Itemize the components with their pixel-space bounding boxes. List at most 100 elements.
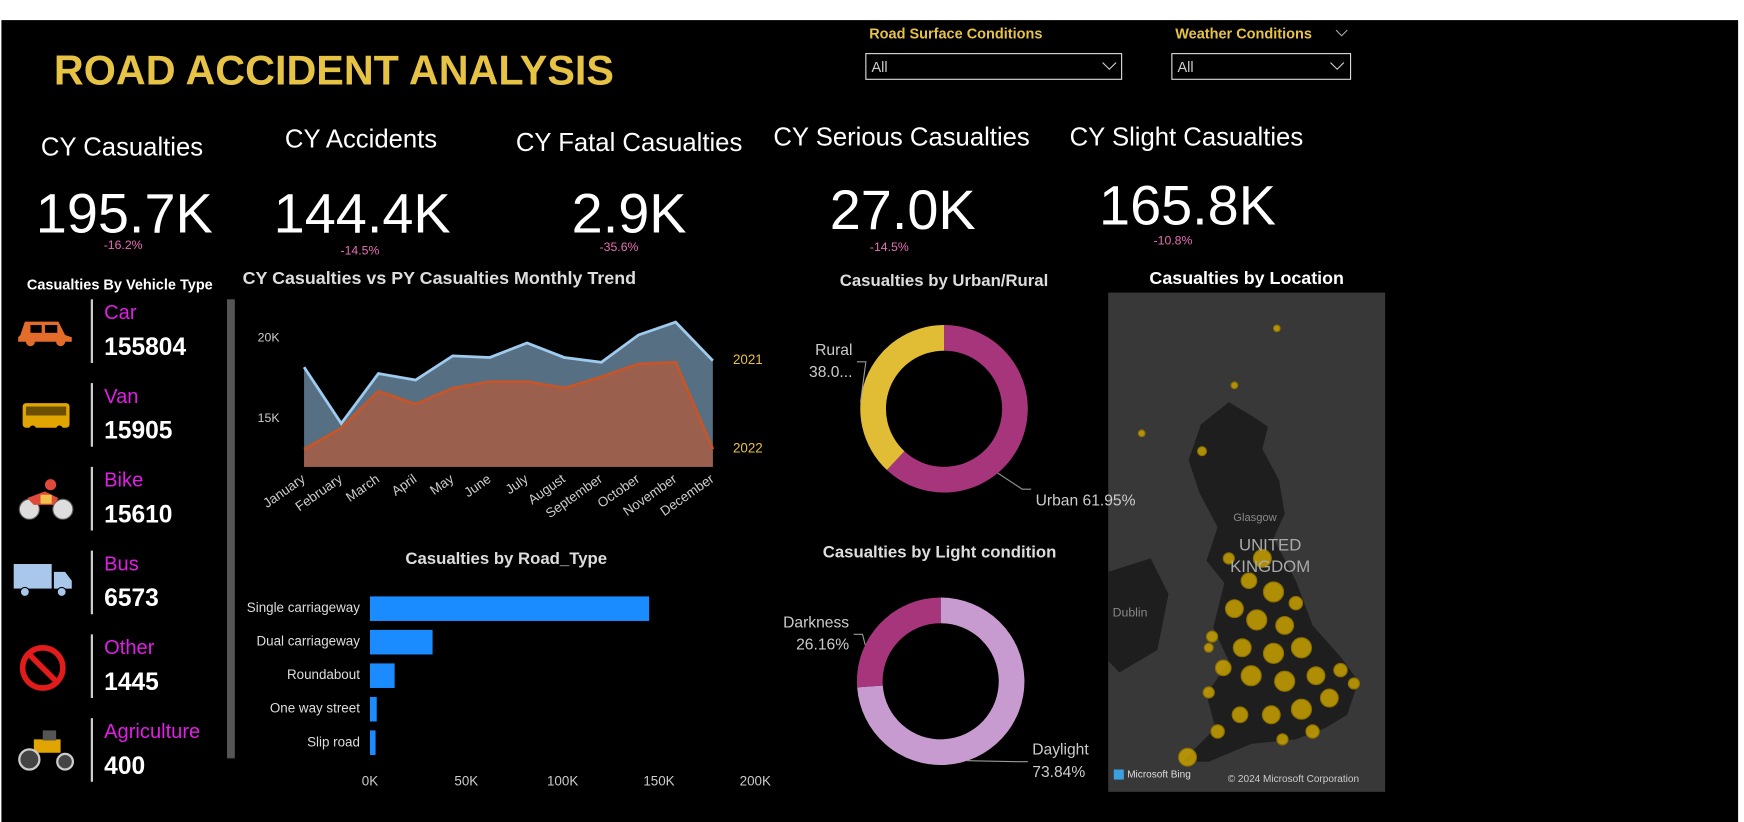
y-tick-label: Single carriageway: [247, 600, 360, 615]
leader-line: [853, 633, 866, 646]
donut-segment: [886, 325, 1028, 493]
vehicle-name: Bike: [104, 470, 143, 492]
donut-segment: [860, 325, 945, 471]
data-label: Rural: [815, 342, 852, 359]
scrollbar[interactable]: [227, 299, 235, 759]
panel-title: Casualties By Vehicle Type: [27, 278, 213, 294]
leader-line: [997, 472, 1032, 490]
map-bubbles: [1137, 324, 1361, 767]
chart-title: Casualties by Urban/Rural: [840, 271, 1049, 290]
x-tick-label: 0K: [362, 773, 378, 788]
kpi-change: -16.2%: [104, 238, 143, 252]
kpi-value: 2.9K: [572, 182, 687, 245]
bar: [369, 629, 433, 655]
vehicle-name: Bus: [104, 553, 139, 575]
title: ROAD ACCIDENT ANALYSIS: [54, 48, 614, 94]
tractor-icon: [18, 730, 75, 771]
kpi-label: CY Slight Casualties: [1070, 123, 1304, 151]
vehicle-value: 15610: [104, 501, 172, 528]
map: Casualties by Location UNITED KINGDOM Gl…: [1108, 268, 1386, 792]
map-land: [1108, 558, 1169, 673]
bus-icon: [22, 403, 70, 433]
x-tick-label: 200K: [740, 773, 771, 788]
vehicle-value: 400: [104, 753, 145, 780]
filter-dropdown[interactable]: [1171, 53, 1352, 80]
bar: [369, 696, 377, 722]
bar: [369, 663, 395, 688]
no-entry-icon: [19, 644, 66, 691]
filter-label: Weather Conditions: [1175, 26, 1312, 42]
filter-dropdown[interactable]: [865, 53, 1123, 80]
car-icon: [18, 321, 72, 347]
y-tick-label: 20K: [258, 330, 281, 344]
data-label: Daylight: [1032, 742, 1089, 759]
y-tick-label: 15K: [258, 411, 281, 425]
map-title: Casualties by Location: [1149, 268, 1344, 288]
kpi-value: 165.8K: [1099, 174, 1276, 237]
vehicle-name: Agriculture: [104, 721, 200, 743]
kpi-label: CY Casualties: [41, 133, 203, 161]
area-fill: [304, 362, 713, 467]
donut-segment: [857, 597, 1025, 766]
series-label: 2021: [733, 352, 763, 367]
filter-label: Road Surface Conditions: [869, 26, 1042, 42]
vehicle-value: 6573: [104, 585, 159, 612]
map-attribution: Microsoft Bing: [1127, 770, 1191, 781]
kpi-change: -14.5%: [870, 240, 909, 254]
data-label: 26.16%: [796, 637, 849, 654]
kpi-label: CY Accidents: [285, 126, 437, 154]
series-line: [303, 360, 715, 451]
vehicle-value: 15905: [104, 418, 172, 445]
kpi-label: CY Serious Casualties: [773, 123, 1029, 151]
donut-segment: [856, 597, 941, 688]
map-attribution: © 2024 Microsoft Corporation: [1228, 774, 1359, 785]
map-label: UNITED: [1239, 536, 1301, 555]
kpi-change: -10.8%: [1154, 233, 1193, 247]
kpi-value: 144.4K: [274, 182, 451, 245]
chart-title: CY Casualties vs PY Casualties Monthly T…: [243, 268, 636, 288]
series-label: 2022: [733, 441, 763, 456]
vehicle-value: 1445: [104, 669, 159, 696]
data-label: Darkness: [783, 614, 849, 631]
bar: [369, 730, 376, 755]
map-label: Dublin: [1113, 605, 1148, 619]
leader-line: [967, 760, 1028, 763]
chevron[interactable]: [1330, 62, 1345, 71]
kpi-label: CY Fatal Casualties: [516, 129, 742, 157]
x-tick-label: 100K: [547, 773, 578, 788]
kpi-value: 195.7K: [36, 182, 213, 245]
kpi-change: -35.6%: [600, 240, 639, 254]
vehicle-panel: Casualties By Vehicle Type Car 155804 Van 1…: [13, 278, 235, 782]
chart-title: Casualties by Light condition: [823, 542, 1057, 561]
vehicle-name: Van: [104, 386, 138, 408]
y-tick-label: Dual carriageway: [256, 634, 360, 649]
bar: [369, 596, 650, 621]
kpi-change: -14.5%: [340, 244, 379, 258]
filter-value[interactable]: All: [871, 60, 887, 76]
truck-icon: [13, 564, 72, 597]
vehicle-value: 155804: [104, 334, 186, 361]
vehicle-name: Other: [104, 637, 155, 659]
filter-value[interactable]: All: [1177, 60, 1193, 76]
data-label: Urban: [1036, 493, 1079, 510]
map-label: KINGDOM: [1230, 557, 1310, 576]
kpi-row: CY Casualties 195.7K-16.2% CY Accidents 144…: [36, 123, 1303, 257]
y-tick-label: One way street: [270, 701, 360, 716]
x-tick-label: 150K: [643, 773, 674, 788]
data-label: 61.95%: [1083, 493, 1136, 510]
y-tick-label: Slip road: [307, 734, 360, 749]
bing-logo: [1113, 769, 1124, 780]
chevron[interactable]: [1102, 62, 1117, 71]
chart-title: Casualties by Road_Type: [405, 549, 607, 568]
bike-icon: [18, 479, 74, 520]
vehicle-name: Car: [104, 302, 137, 324]
kpi-value: 27.0K: [830, 178, 976, 241]
y-tick-label: Roundabout: [287, 667, 360, 682]
x-tick-label: 50K: [454, 773, 478, 788]
series-line: [302, 320, 714, 426]
data-label: 73.84%: [1032, 764, 1085, 781]
map-label: Glasgow: [1233, 512, 1277, 524]
leader-line: [856, 361, 867, 403]
chevron[interactable]: [1335, 29, 1348, 37]
